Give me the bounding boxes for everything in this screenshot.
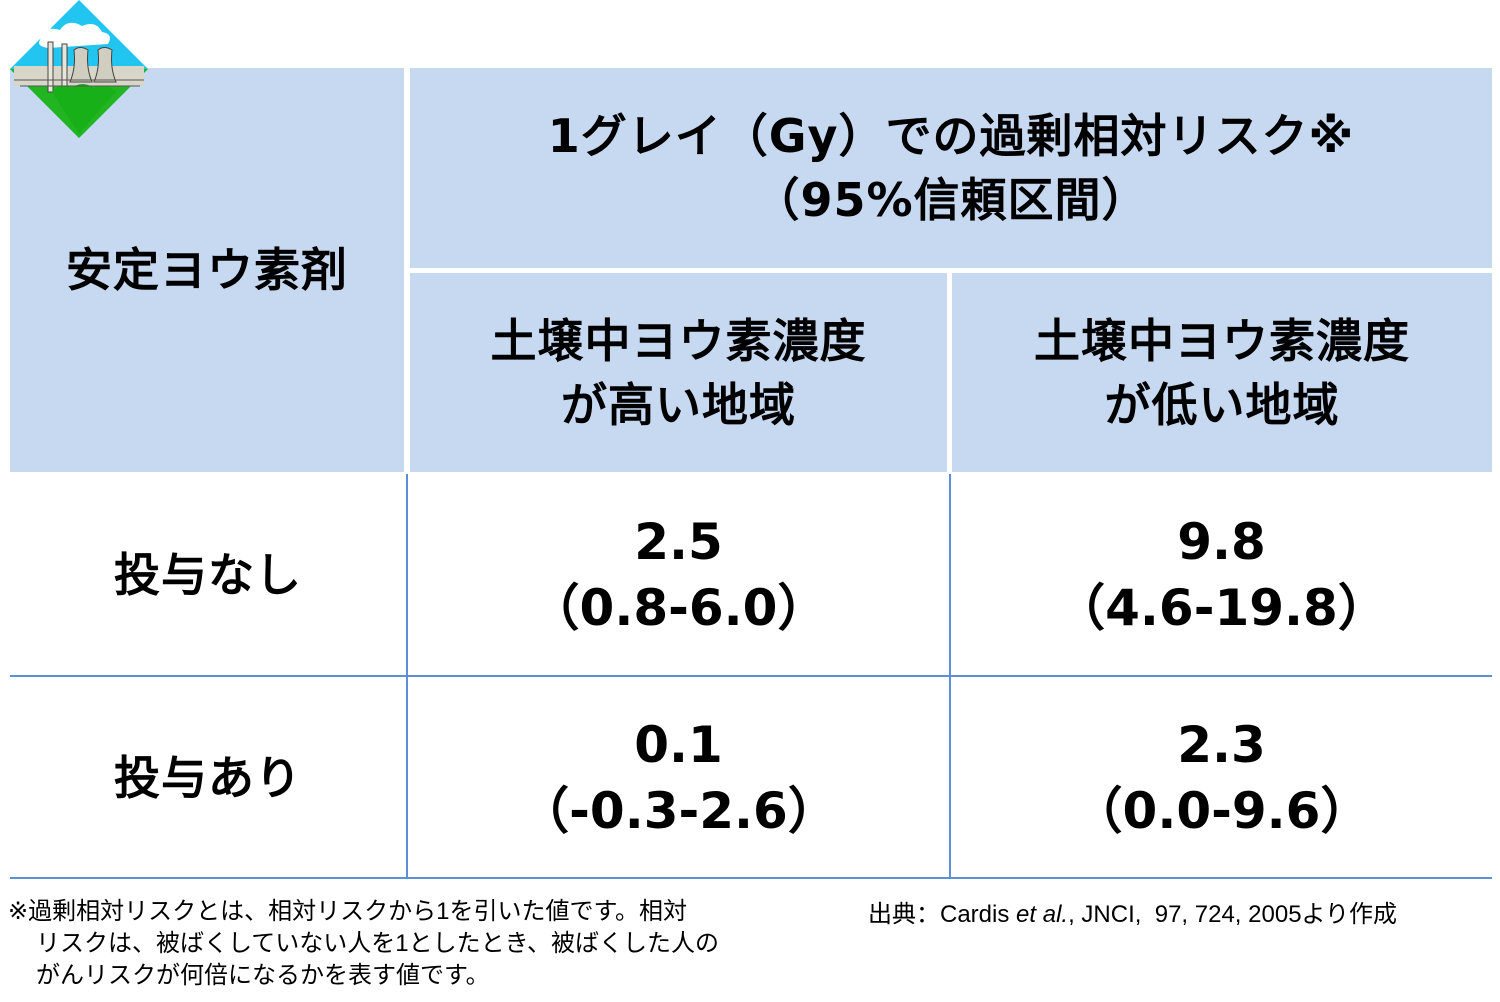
- main-header-line2: （95%信頼区間）: [753, 173, 1149, 227]
- footnote: ※過剰相対リスクとは、相対リスクから1を引いた値です。相対 リスクは、被ばくして…: [8, 896, 848, 992]
- footnote-line1: ※過剰相対リスクとは、相対リスクから1を引いた値です。相対: [8, 898, 688, 925]
- subheader-high-line1: 土壌中ヨウ素濃度: [490, 313, 867, 368]
- main-header-line1: 1グレイ（Gy）での過剰相対リスク※: [547, 109, 1355, 163]
- row-label-text: 投与あり: [114, 751, 302, 805]
- subheader-high-iodine: 土壌中ヨウ素濃度 が高い地域: [410, 273, 947, 472]
- value-cell: 9.8 （4.6-19.8）: [951, 474, 1492, 676]
- row-label-no-dose: 投与なし: [10, 474, 406, 676]
- subheader-low-line2: が低い地域: [1104, 377, 1340, 432]
- confidence-interval: （0.0-9.6）: [1072, 782, 1371, 840]
- column-divider-2: [949, 474, 951, 879]
- corner-header-cell: 安定ヨウ素剤: [10, 68, 404, 472]
- value-cell: 2.3 （0.0-9.6）: [951, 678, 1492, 878]
- row-label-with-dose: 投与あり: [10, 678, 406, 878]
- confidence-interval: （0.8-6.0）: [529, 579, 828, 637]
- source-citation: 出典：Cardis et al., JNCI, 97, 724, 2005より作…: [868, 899, 1397, 931]
- subheader-low-line1: 土壌中ヨウ素濃度: [1034, 313, 1410, 368]
- row-label-text: 投与なし: [114, 548, 302, 602]
- table-bottom-border: [10, 877, 1492, 879]
- subheader-high-line2: が高い地域: [561, 377, 796, 432]
- risk-value: 2.3: [1177, 716, 1266, 774]
- value-cell: 2.5 （0.8-6.0）: [408, 474, 949, 676]
- row-divider: [10, 675, 1492, 677]
- risk-value: 9.8: [1177, 513, 1266, 571]
- value-cell: 0.1 （-0.3-2.6）: [408, 678, 949, 878]
- column-divider-1: [406, 474, 408, 879]
- nuclear-power-plant-icon: [10, 0, 148, 138]
- footnote-line2: リスクは、被ばくしていない人を1としたとき、被ばくした人の: [36, 930, 719, 957]
- confidence-interval: （4.6-19.8）: [1055, 579, 1388, 637]
- risk-value: 0.1: [634, 716, 723, 774]
- subheader-low-iodine: 土壌中ヨウ素濃度 が低い地域: [952, 273, 1492, 472]
- source-suffix: , JNCI, 97, 724, 2005より作成: [1068, 901, 1398, 928]
- corner-header-text: 安定ヨウ素剤: [66, 243, 348, 297]
- source-prefix: 出典：Cardis: [868, 901, 1017, 928]
- confidence-interval: （-0.3-2.6）: [519, 782, 838, 840]
- footnote-line3: がんリスクが何倍になるかを表す値です。: [36, 962, 490, 989]
- risk-value: 2.5: [634, 513, 723, 571]
- source-italic: et al.: [1016, 901, 1069, 928]
- main-header-cell: 1グレイ（Gy）での過剰相対リスク※ （95%信頼区間）: [410, 68, 1492, 268]
